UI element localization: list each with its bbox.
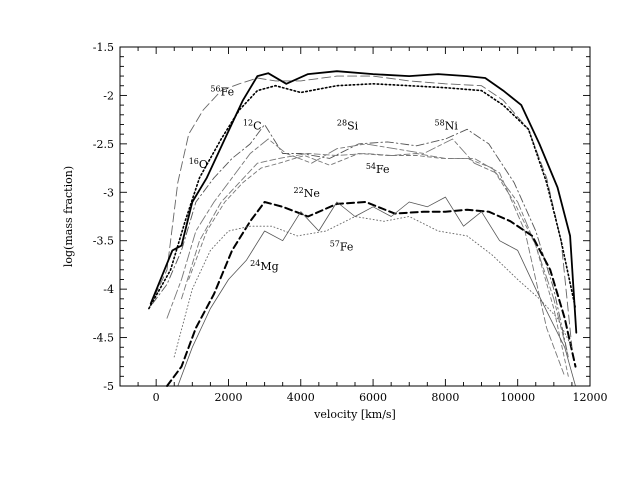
x-tick-label: 8000 [431, 391, 459, 404]
series-line-58ni [181, 153, 566, 377]
isotope-label-28si: 28Si [337, 118, 359, 132]
isotope-label-24mg: 24Mg [250, 259, 279, 273]
isotope-label-57fe: 57Fe [330, 239, 354, 253]
isotope-label-12c: 12C [243, 118, 262, 132]
y-tick-label: -3 [103, 186, 114, 199]
ticks-layer: 0 2000 4000 6000 8000 10000 12000 -5 -4.5 -4 -3.5 -… [93, 41, 608, 404]
isotope-label-58ni: 58Ni [435, 118, 459, 132]
x-tick-label: 2000 [214, 391, 242, 404]
y-tick-label: -3.5 [93, 235, 114, 248]
x-tick-label: 6000 [359, 391, 387, 404]
series-line-22ne [166, 201, 577, 387]
annotations-layer: 56Fe 12C 28Si 58Ni 16O 54Fe 22Ne 57Fe 24Mg [189, 84, 459, 272]
y-tick-label: -4 [103, 283, 114, 296]
isotope-label-22ne: 22Ne [294, 186, 320, 200]
y-tick-label: -4.5 [93, 332, 114, 345]
isotope-label-56fe: 56Fe [210, 84, 234, 98]
x-tick-label: 0 [153, 391, 160, 404]
y-axis-title: log(mass fraction) [62, 166, 75, 267]
y-tick-label: -5 [103, 380, 114, 393]
series-line-28si [166, 138, 569, 358]
isotope-label-54fe: 54Fe [366, 162, 390, 176]
series-line-56fe [148, 75, 573, 348]
x-tick-label: 4000 [287, 391, 315, 404]
y-tick-label: -1.5 [93, 41, 114, 54]
x-tick-label: 10000 [500, 391, 535, 404]
x-tick-label: 12000 [573, 391, 608, 404]
series-line-dotted-unlabeled- [148, 83, 577, 310]
isotope-label-16o: 16O [189, 157, 208, 171]
series-line-12c [152, 124, 569, 358]
y-tick-label: -2.5 [93, 138, 114, 151]
series-line-16o [149, 70, 578, 334]
series-line-24mg [177, 196, 576, 387]
y-tick-label: -2 [103, 89, 114, 102]
series-line-57fe [173, 216, 573, 358]
x-axis-title: velocity [km/s] [313, 408, 396, 421]
series-layer [148, 70, 578, 387]
series-line-54fe [188, 153, 569, 377]
